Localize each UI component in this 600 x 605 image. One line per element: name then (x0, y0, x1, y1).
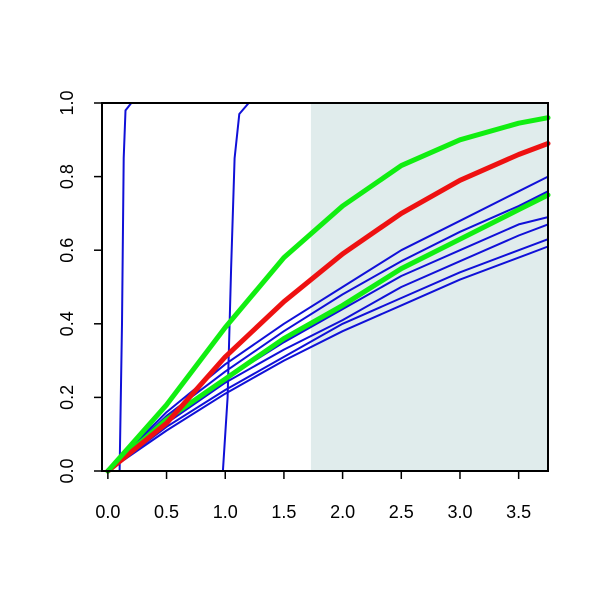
series-line-2-blue (106, 102, 549, 472)
x-tick-label: 0.5 (154, 502, 179, 522)
series-line-10-red (105, 141, 551, 474)
y-tick-label: 0.4 (57, 311, 77, 336)
y-tick-label: 0.2 (57, 385, 77, 410)
series-lines-layer (105, 102, 551, 474)
x-tick-label: 2.5 (389, 502, 414, 522)
series-line-8-blue (106, 223, 549, 472)
series-line-6-blue (106, 245, 549, 472)
x-tick-label: 1.5 (271, 502, 296, 522)
series-line-5-blue (106, 175, 549, 472)
y-tick-label: 1.0 (57, 90, 77, 115)
x-tick-label: 3.0 (447, 502, 472, 522)
y-axis: 0.0 0.2 0.4 0.6 0.8 1.0 (57, 90, 103, 484)
x-tick-label: 0.0 (95, 502, 120, 522)
series-line-9-green (105, 192, 551, 474)
x-tick-label: 1.0 (213, 502, 238, 522)
shaded-region (310, 103, 548, 471)
x-axis: 0.0 0.5 1.0 1.5 2.0 2.5 3.0 3.5 (95, 470, 531, 522)
y-tick-label: 0.0 (57, 458, 77, 483)
y-tick-label: 0.8 (57, 164, 77, 189)
x-tick-label: 2.0 (330, 502, 355, 522)
plot-background-layer (310, 103, 548, 471)
series-line-11-green (105, 115, 551, 474)
y-tick-label: 0.6 (57, 238, 77, 263)
series-line-7-blue (106, 238, 549, 472)
x-tick-label: 3.5 (506, 502, 531, 522)
